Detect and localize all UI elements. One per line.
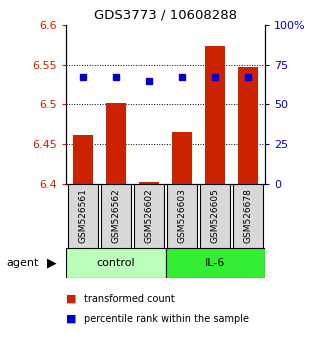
Bar [233, 184, 263, 248]
Bar [172, 131, 192, 184]
Bar [73, 135, 93, 184]
Text: ■: ■ [66, 294, 77, 304]
Text: control: control [97, 258, 135, 268]
Bar [238, 67, 258, 184]
Text: ▶: ▶ [46, 256, 56, 269]
Bar [205, 46, 225, 184]
Text: GDS3773 / 10608288: GDS3773 / 10608288 [94, 9, 237, 22]
Bar [167, 184, 197, 248]
Text: ■: ■ [66, 314, 77, 324]
Bar [66, 248, 166, 278]
Text: GSM526605: GSM526605 [211, 188, 220, 244]
Text: GSM526562: GSM526562 [111, 189, 120, 243]
Bar [139, 183, 159, 184]
Text: GSM526561: GSM526561 [78, 188, 87, 244]
Text: GSM526603: GSM526603 [177, 188, 187, 244]
Bar [166, 248, 265, 278]
Bar [134, 184, 164, 248]
Text: percentile rank within the sample: percentile rank within the sample [84, 314, 249, 324]
Bar [106, 103, 126, 184]
Text: IL-6: IL-6 [205, 258, 225, 268]
Text: GSM526678: GSM526678 [244, 188, 253, 244]
Bar [68, 184, 98, 248]
Bar [101, 184, 131, 248]
Text: transformed count: transformed count [84, 294, 175, 304]
Text: GSM526602: GSM526602 [144, 189, 154, 243]
Bar [200, 184, 230, 248]
Text: agent: agent [7, 258, 39, 268]
